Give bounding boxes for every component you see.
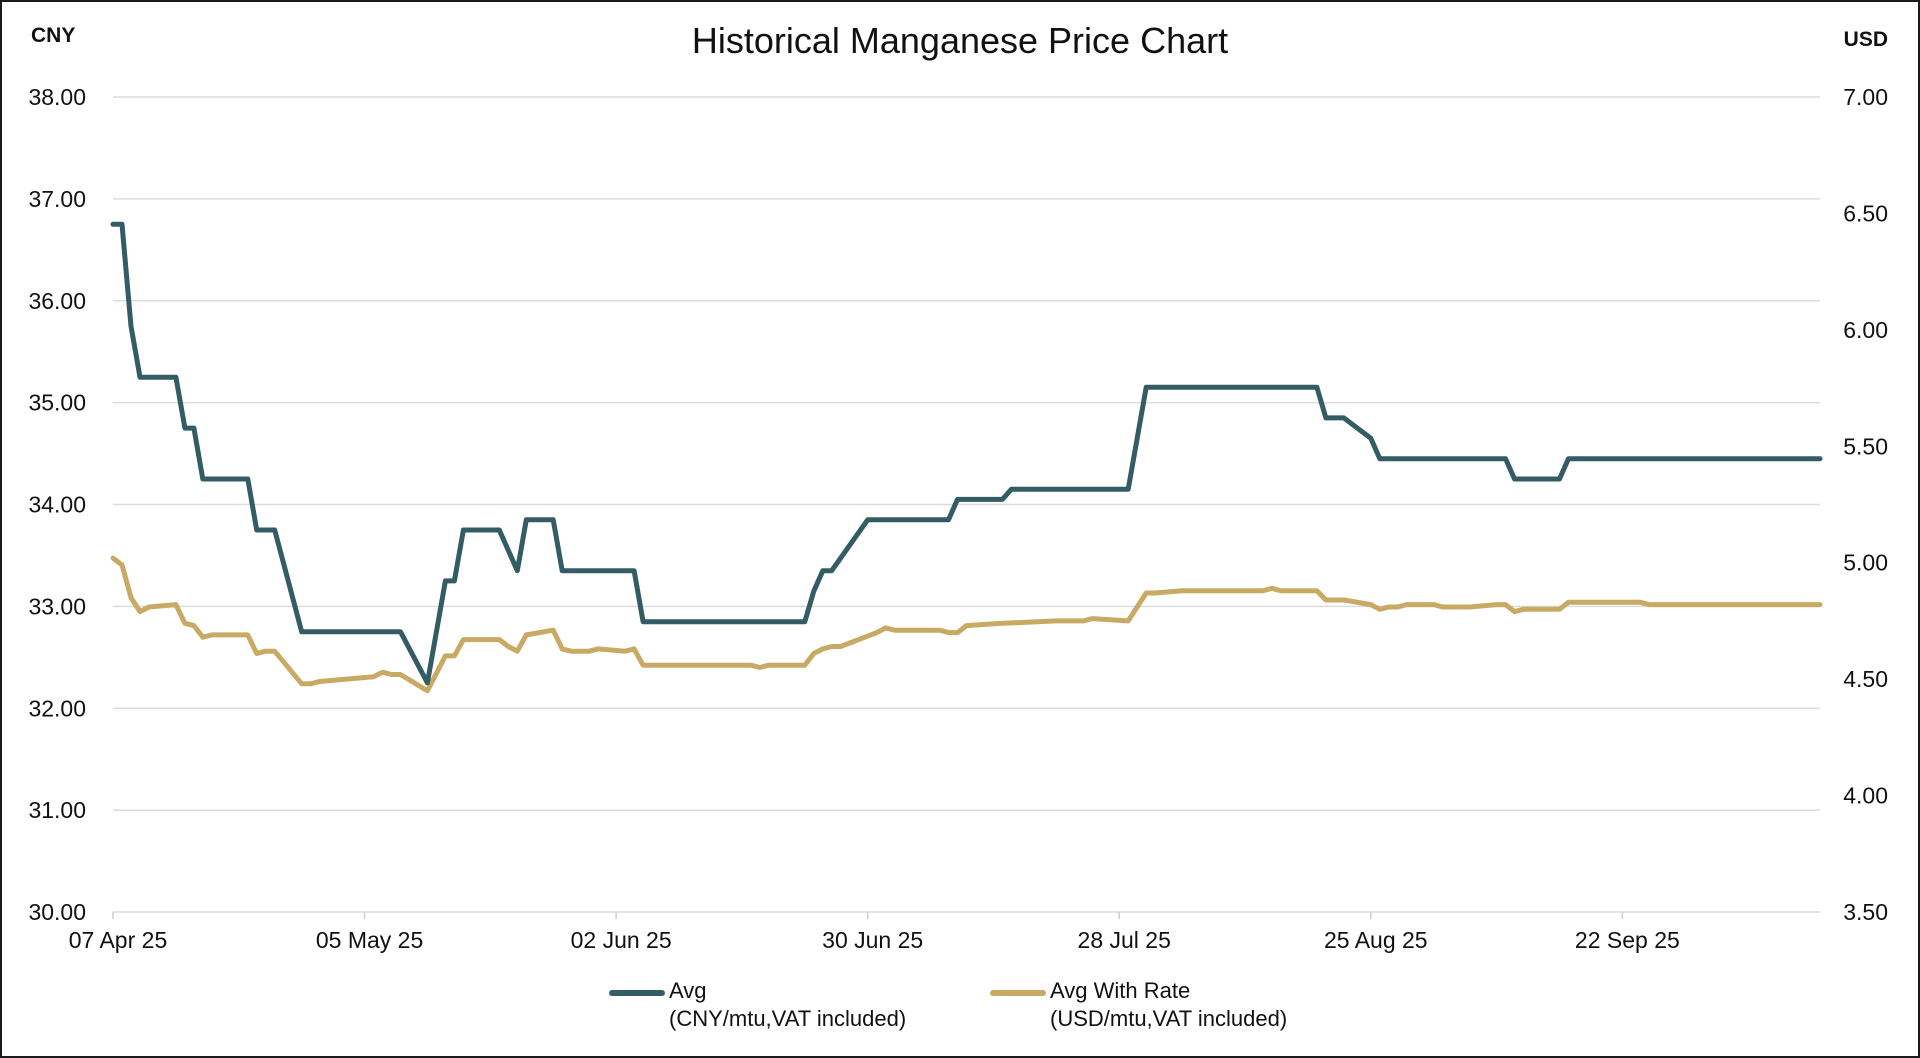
left-y-axis: 30.00 31.00 32.00 33.00 34.00 35.00 36.00 37.00…	[28, 84, 86, 925]
right-y-tick-label: 5.50	[1843, 433, 1888, 459]
left-y-tick-label: 32.00	[28, 695, 86, 721]
legend-label-avg: Avg	[669, 978, 707, 1003]
series-lines	[110, 221, 1823, 694]
series-line-avg-with-rate	[110, 555, 1823, 694]
left-y-tick-label: 31.00	[28, 797, 86, 823]
left-y-tick-label: 33.00	[28, 593, 86, 619]
legend-swatch-avg-with-rate	[990, 990, 1046, 996]
left-y-tick-label: 37.00	[28, 186, 86, 212]
right-y-tick-label: 7.00	[1843, 84, 1888, 110]
right-y-tick-label: 5.00	[1843, 550, 1888, 576]
x-tick-label: 05 May 25	[316, 927, 423, 953]
series-line-avg	[110, 221, 1823, 686]
legend-unit-avg-with-rate: (USD/mtu,VAT included)	[1050, 1006, 1288, 1031]
x-tick-label: 07 Apr 25	[69, 927, 167, 953]
gridlines	[113, 96, 1820, 913]
chart-title: Historical Manganese Price Chart	[691, 20, 1229, 61]
x-tick-label: 25 Aug 25	[1324, 927, 1428, 953]
legend-unit-avg: (CNY/mtu,VAT included)	[669, 1006, 907, 1031]
left-y-tick-label: 36.00	[28, 288, 86, 314]
right-y-tick-label: 3.50	[1843, 899, 1888, 925]
x-tick-label: 28 Jul 25	[1078, 927, 1171, 953]
legend-item-avg-with-rate[interactable]: Avg With Rate (USD/mtu,VAT included)	[990, 977, 1287, 1033]
left-axis-unit-label: CNY	[31, 24, 76, 47]
x-tick-label: 02 Jun 25	[571, 927, 672, 953]
left-y-tick-label: 35.00	[28, 390, 86, 416]
legend-swatch-avg	[609, 990, 665, 996]
left-y-tick-label: 30.00	[28, 899, 86, 925]
right-y-tick-label: 6.50	[1843, 200, 1888, 226]
legend-label-avg-with-rate: Avg With Rate	[1050, 978, 1191, 1003]
right-y-axis: 3.50 4.00 4.50 5.00 5.50 6.00 6.50 7.00	[1843, 84, 1888, 925]
right-y-tick-label: 4.50	[1843, 666, 1888, 692]
x-tick-label: 30 Jun 25	[822, 927, 923, 953]
left-y-tick-label: 34.00	[28, 492, 86, 518]
x-axis: 07 Apr 25 05 May 25 02 Jun 25 30 Jun 25 28 J…	[69, 912, 1680, 953]
right-y-tick-label: 4.00	[1843, 783, 1888, 809]
right-y-tick-label: 6.00	[1843, 317, 1888, 343]
left-y-tick-label: 38.00	[28, 84, 86, 110]
legend-item-avg[interactable]: Avg (CNY/mtu,VAT included)	[609, 977, 906, 1033]
x-tick-label: 22 Sep 25	[1575, 927, 1680, 953]
right-axis-unit-label: USD	[1843, 28, 1888, 51]
